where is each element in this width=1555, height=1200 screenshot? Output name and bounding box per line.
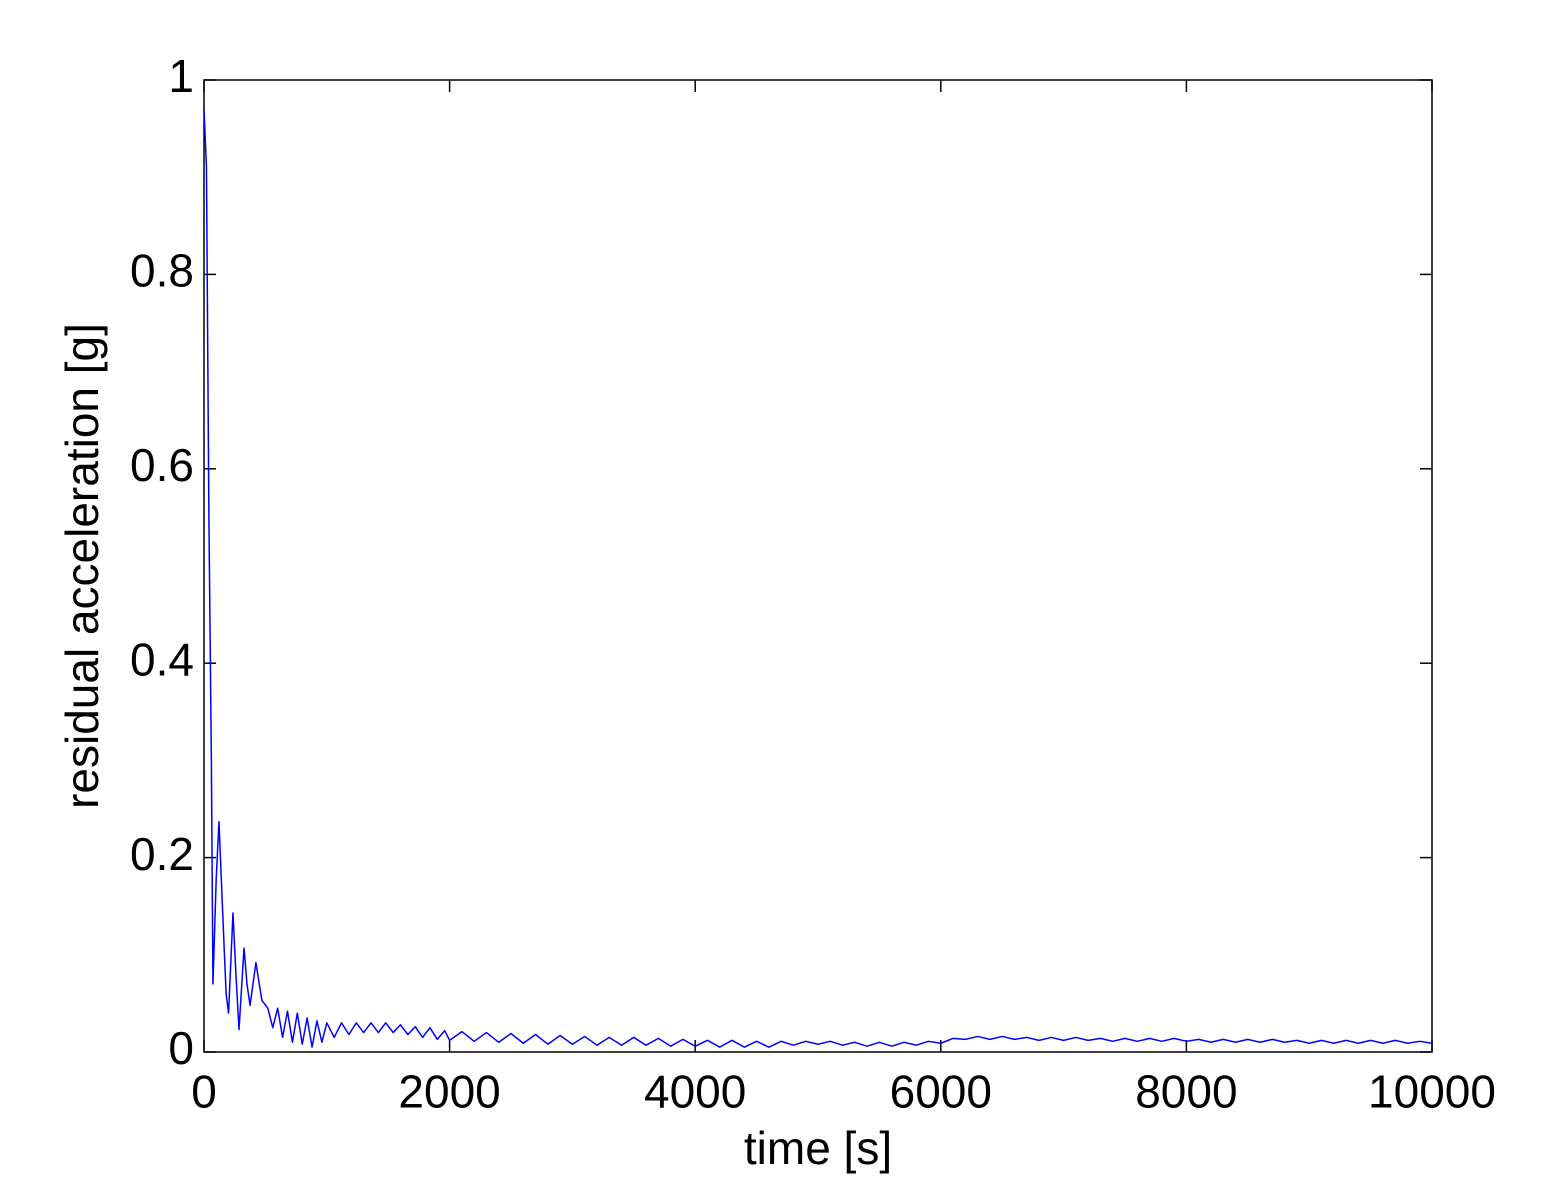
x-tick-label: 0 [191, 1066, 217, 1118]
y-tick-label: 0.8 [130, 245, 194, 297]
x-tick-label: 8000 [1135, 1066, 1237, 1118]
x-axis-label: time [s] [744, 1122, 892, 1174]
data-line [203, 109, 1433, 1048]
y-axis-label: residual acceleration [g] [56, 323, 108, 809]
x-tick-label: 4000 [644, 1066, 746, 1118]
plot-frame [203, 79, 1433, 1053]
x-tick-label: 2000 [398, 1066, 500, 1118]
y-tick-label: 0.4 [130, 633, 194, 685]
y-tick-label: 0.2 [130, 828, 194, 880]
y-tick-label: 1 [168, 50, 194, 102]
x-tick-label: 10000 [1368, 1066, 1496, 1118]
x-tick-label: 6000 [890, 1066, 992, 1118]
y-tick-label: 0 [168, 1022, 194, 1074]
y-tick-label: 0.6 [130, 439, 194, 491]
